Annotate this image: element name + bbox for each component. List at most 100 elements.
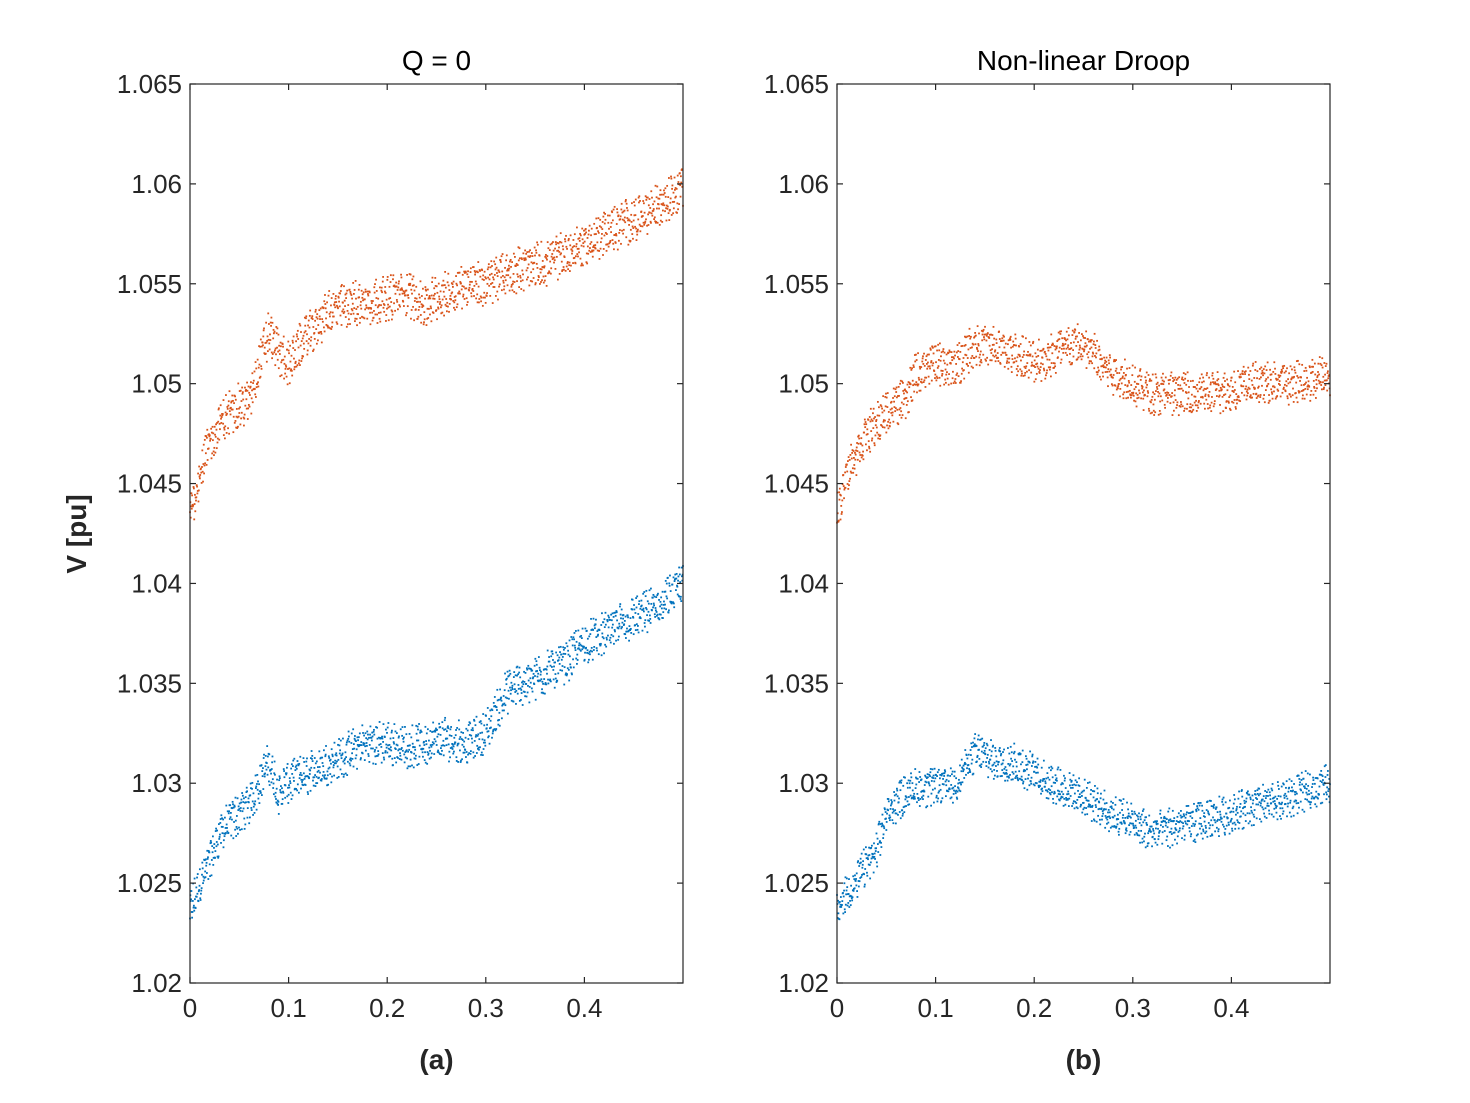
data-point [326,770,329,773]
data-point [263,775,266,778]
data-point [345,292,348,295]
data-point [631,202,633,205]
data-point [1202,828,1205,831]
data-point [329,759,331,762]
data-point [882,833,885,836]
data-point [970,365,973,368]
data-point [495,266,498,269]
data-point [1321,801,1324,804]
data-point [220,416,223,418]
data-point [983,749,986,752]
data-point [874,850,877,852]
data-point [287,786,289,789]
data-point [895,391,898,393]
data-point [588,658,590,661]
data-point [1014,333,1017,336]
data-point [968,335,971,337]
data-point [1300,779,1303,781]
data-point [343,773,345,776]
data-point [340,285,343,288]
data-point [401,292,404,295]
data-point [318,766,321,768]
data-point [311,318,314,320]
data-point [270,772,272,775]
data-point [199,897,202,900]
data-point [344,751,347,754]
data-point [605,243,608,246]
data-point [971,355,974,357]
data-point [353,289,356,291]
data-point [446,301,449,304]
data-point [410,317,412,320]
data-point [584,627,587,630]
data-point [876,865,879,868]
data-point [447,272,450,275]
data-point [1176,815,1179,818]
data-point [991,770,993,773]
data-point [267,338,270,341]
data-point [207,878,210,880]
data-point [446,737,449,740]
data-point [1277,795,1280,797]
data-point [387,747,390,750]
data-point [365,304,368,307]
data-point [642,607,645,610]
data-point [607,634,609,637]
data-point [1069,784,1071,787]
data-point [1003,365,1006,368]
data-point [1088,362,1091,365]
data-point [1077,784,1080,787]
data-point [1028,761,1031,764]
data-point [586,262,589,265]
data-point [556,654,559,657]
data-point [1256,798,1258,800]
data-point [331,755,334,758]
data-point [918,781,921,783]
data-point [334,306,337,309]
data-point [1161,821,1163,823]
data-point [342,737,344,740]
data-point [1224,833,1226,836]
data-point [442,739,445,742]
data-point [487,736,490,739]
data-point [1062,804,1065,807]
data-point [284,784,287,787]
data-point [852,889,855,892]
data-point [521,269,524,272]
data-point [1206,835,1209,838]
data-point [1067,334,1070,337]
data-point [213,843,216,845]
data-point [888,814,891,817]
data-point [1302,777,1305,780]
data-point [551,258,554,261]
data-point [1003,772,1006,775]
data-point [605,645,608,648]
data-point [511,688,514,691]
data-point [882,395,885,398]
data-point [674,196,677,199]
data-point [200,471,203,474]
data-point [272,793,275,796]
data-point [837,912,840,915]
data-point [1011,345,1014,348]
data-point [483,739,486,742]
data-point [1004,342,1007,345]
data-point [386,751,389,754]
data-point [278,779,281,782]
data-point [1184,816,1187,819]
data-point [1052,362,1055,364]
data-point [858,437,861,440]
data-point [953,789,955,792]
data-point [586,245,589,248]
data-point [604,623,607,626]
data-point [271,357,274,360]
data-point [503,702,506,705]
data-point [366,306,368,309]
data-point [921,790,924,793]
data-point [678,566,681,569]
data-point [1168,831,1171,834]
data-point [332,761,334,763]
data-point [1185,813,1188,816]
data-point [1167,821,1170,824]
data-point [190,898,192,901]
